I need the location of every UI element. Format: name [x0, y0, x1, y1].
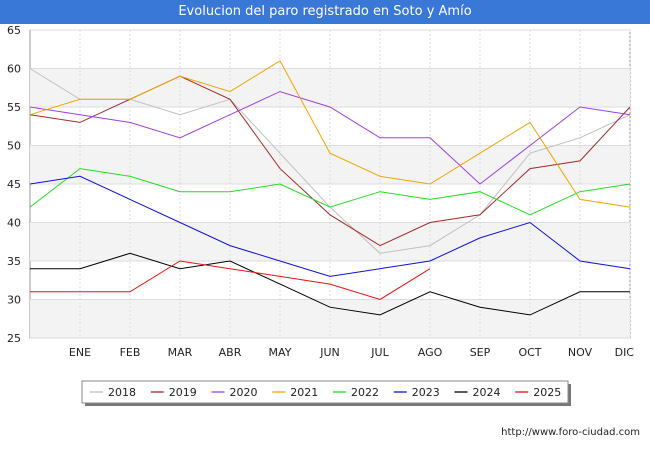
- y-tick-label: 50: [7, 140, 21, 153]
- chart-title: Evolucion del paro registrado en Soto y …: [0, 0, 650, 24]
- x-tick-label: NOV: [568, 346, 593, 359]
- series-line-2021: [29, 60, 631, 208]
- legend-box: [81, 380, 569, 404]
- legend-label-2024: 2024: [473, 386, 501, 399]
- x-tick-label: MAR: [168, 346, 193, 359]
- y-tick-label: 25: [7, 332, 21, 345]
- x-axis: ENE FEB MAR ABR MAY JUN JUL AGO SEP OCT NOV DIC: [69, 346, 634, 359]
- x-tick-label: MAY: [269, 346, 292, 359]
- y-tick-label: 40: [7, 217, 21, 230]
- credit-text: http://www.foro-ciudad.com: [501, 427, 640, 438]
- series-line-2024: [30, 252, 630, 316]
- y-tick-label: 45: [7, 178, 21, 191]
- x-tick-label: SEP: [470, 346, 491, 359]
- x-tick-label: JUN: [319, 346, 340, 359]
- legend: 2018 2019 2020 2021 2022 2023 2024 2025: [81, 380, 571, 406]
- series-line-2025: [30, 260, 431, 301]
- series-layer: [29, 60, 631, 316]
- y-tick-label: 30: [7, 294, 21, 307]
- x-tick-label: JUL: [370, 346, 389, 359]
- x-tick-label: OCT: [518, 346, 541, 359]
- x-tick-label: ABR: [219, 346, 242, 359]
- y-tick-label: 65: [7, 24, 21, 37]
- x-tick-label: ENE: [69, 346, 91, 359]
- legend-label-2025: 2025: [533, 386, 561, 399]
- legend-label-2018: 2018: [108, 386, 136, 399]
- legend-label-2023: 2023: [412, 386, 440, 399]
- y-tick-label: 55: [7, 101, 21, 114]
- y-axis: 25 30 35 40 45 50 55 60 65: [7, 24, 21, 345]
- x-tick-label: DIC: [615, 346, 635, 359]
- y-tick-label: 60: [7, 63, 21, 76]
- series-line-2020: [29, 91, 631, 185]
- grid-lines: [30, 29, 631, 339]
- series-line-2023: [29, 175, 631, 277]
- legend-label-2021: 2021: [290, 386, 318, 399]
- legend-label-2019: 2019: [169, 386, 197, 399]
- y-tick-label: 35: [7, 255, 21, 268]
- x-tick-label: FEB: [120, 346, 141, 359]
- legend-label-2022: 2022: [351, 386, 379, 399]
- series-line-2022: [29, 168, 631, 216]
- legend-label-2020: 2020: [230, 386, 258, 399]
- x-tick-label: AGO: [418, 346, 443, 359]
